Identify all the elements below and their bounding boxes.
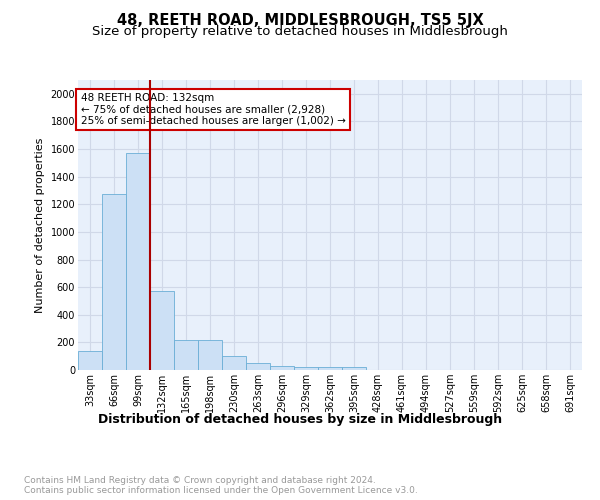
Bar <box>198 340 222 370</box>
Bar <box>246 363 270 370</box>
Text: 48, REETH ROAD, MIDDLESBROUGH, TS5 5JX: 48, REETH ROAD, MIDDLESBROUGH, TS5 5JX <box>116 12 484 28</box>
Bar <box>342 367 366 370</box>
Text: 48 REETH ROAD: 132sqm
← 75% of detached houses are smaller (2,928)
25% of semi-d: 48 REETH ROAD: 132sqm ← 75% of detached … <box>80 93 346 126</box>
Bar <box>318 367 342 370</box>
Bar <box>222 356 246 370</box>
Bar <box>174 340 198 370</box>
Bar <box>294 367 318 370</box>
Text: Distribution of detached houses by size in Middlesbrough: Distribution of detached houses by size … <box>98 412 502 426</box>
Bar <box>102 194 126 370</box>
Bar <box>78 352 102 370</box>
Text: Contains HM Land Registry data © Crown copyright and database right 2024.
Contai: Contains HM Land Registry data © Crown c… <box>24 476 418 495</box>
Bar <box>150 292 174 370</box>
Y-axis label: Number of detached properties: Number of detached properties <box>35 138 45 312</box>
Bar <box>126 152 150 370</box>
Text: Size of property relative to detached houses in Middlesbrough: Size of property relative to detached ho… <box>92 25 508 38</box>
Bar <box>270 366 294 370</box>
